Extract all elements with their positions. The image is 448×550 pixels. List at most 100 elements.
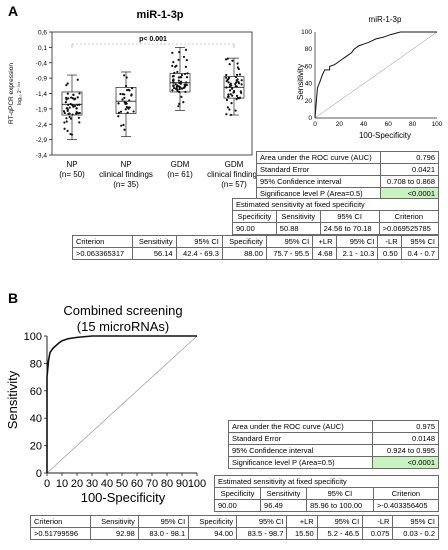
column-header: Criterion <box>372 487 440 500</box>
data-point <box>235 98 238 101</box>
data-point <box>76 96 79 99</box>
data-point <box>171 89 174 92</box>
column-header: Sensitivity <box>131 235 177 248</box>
data-point <box>228 85 231 89</box>
data-point <box>184 65 187 68</box>
column-header: 95% CI <box>400 235 440 248</box>
data-point <box>65 96 68 99</box>
column-header: 95% CI <box>265 235 314 248</box>
data-point <box>69 117 73 120</box>
stat-value: 0.796 <box>380 151 439 164</box>
data-point <box>172 84 175 88</box>
y-axis-sublabel: log₁₀ 2⁻ᐞᶜᵗ <box>17 82 23 105</box>
stat-label: Area under the ROC curve (AUC) <box>228 420 373 433</box>
table-title-row: Estimated sensitivity at fixed specifici… <box>232 198 439 211</box>
data-point <box>171 51 174 54</box>
group-label: NP <box>66 160 77 169</box>
data-point <box>172 74 175 78</box>
data-point <box>117 111 121 114</box>
roc-b-title-2: (15 microRNAs) <box>77 319 169 334</box>
sens-table-a: Estimated sensitivity at fixed specifici… <box>232 198 440 235</box>
y-tick-label: -0,4 <box>36 60 48 67</box>
x-tick-label: 80 <box>161 478 173 490</box>
data-point <box>234 109 237 112</box>
data-point <box>75 107 78 110</box>
data-point <box>230 102 233 105</box>
column-header: Specificity <box>232 210 277 223</box>
data-point <box>240 79 243 82</box>
table-cell: 88.00 <box>221 247 267 260</box>
x-tick-label: 40 <box>360 121 368 128</box>
y-tick-label: 40 <box>30 413 42 425</box>
boxplot-chart: miR-1-3p 0,6 0,1 -0,4 -0,9 -1,4 -1,9 -2,4 -2,9 -… <box>8 9 261 189</box>
data-point <box>65 120 68 123</box>
table-cell: 92.98 <box>89 527 139 540</box>
data-point <box>78 103 81 106</box>
roc-curve <box>46 335 197 473</box>
data-point <box>125 101 128 105</box>
data-point <box>238 73 242 76</box>
stat-label: Standard Error <box>228 432 373 445</box>
column-header: Specificity <box>188 515 238 528</box>
column-header: Sensitivity <box>89 515 139 528</box>
data-point <box>225 113 228 116</box>
table-title-row: Estimated sensitivity at fixed specifici… <box>214 475 439 488</box>
data-point <box>68 115 71 119</box>
data-point <box>225 98 229 102</box>
roc-a-xlabel: 100-Specificity <box>359 131 411 140</box>
group-count: (n= 57) <box>221 180 247 189</box>
table-row: 95% Confidence interval 0.924 to 0.995 <box>228 444 440 457</box>
data-point <box>178 51 181 54</box>
stat-label: Standard Error <box>255 163 382 176</box>
data-point <box>229 113 233 117</box>
data-point <box>232 91 235 94</box>
auc-table-a: Area under the ROC curve (AUC) 0.796 Stand… <box>255 151 439 200</box>
reference-diagonal <box>314 31 438 119</box>
data-point <box>180 73 184 77</box>
data-point <box>66 92 69 95</box>
data-point <box>120 124 123 127</box>
data-point <box>237 97 241 100</box>
roc-b-xlabel: 100-Specificity <box>81 490 166 505</box>
data-point <box>66 82 69 85</box>
stat-value: 0.708 to 0.868 <box>380 175 439 188</box>
data-point <box>124 108 127 111</box>
data-point <box>230 87 234 90</box>
x-tick-label: 70 <box>146 478 158 490</box>
x-tick-label: 30 <box>86 478 98 490</box>
group-label: NP <box>120 160 131 169</box>
data-point <box>63 127 66 130</box>
x-tick-label: 100 <box>432 121 443 128</box>
data-point <box>226 106 230 109</box>
data-point <box>228 83 232 86</box>
data-point <box>71 113 74 116</box>
data-point <box>76 112 80 115</box>
roc-b-title-1: Combined screening <box>63 303 182 318</box>
data-point <box>174 83 177 86</box>
data-point <box>237 82 241 85</box>
data-point <box>123 74 126 77</box>
table-title: Estimated sensitivity at fixed specifici… <box>214 475 439 488</box>
group-label: clinical findings <box>99 170 153 179</box>
column-header: Criterion <box>30 515 91 528</box>
table-cell: 0.03 - 0.2 <box>392 527 439 540</box>
y-tick-label: -0,9 <box>36 76 48 83</box>
column-header: Sensitivity <box>260 487 308 500</box>
stat-value: 0.924 to 0.995 <box>371 444 440 457</box>
data-point <box>227 93 230 96</box>
data-point <box>125 89 129 92</box>
data-point <box>184 90 187 94</box>
data-point <box>128 89 131 92</box>
column-header: 95% CI <box>175 235 223 248</box>
criterion-table-a: Criterion Sensitivity 95% CI Specificity 95%… <box>72 235 440 260</box>
roc-a-chart: miR-1-3p 100-Specificity Sensitivity 00 2… <box>296 15 443 140</box>
data-point <box>62 110 66 113</box>
data-point <box>119 110 123 113</box>
table-cell: 50.88 <box>275 222 321 235</box>
x-tick-label: 60 <box>131 478 143 490</box>
data-point <box>72 105 75 108</box>
data-point <box>128 99 131 102</box>
panel-a-label: A <box>8 3 19 19</box>
data-point <box>177 58 180 61</box>
data-point <box>123 96 126 99</box>
